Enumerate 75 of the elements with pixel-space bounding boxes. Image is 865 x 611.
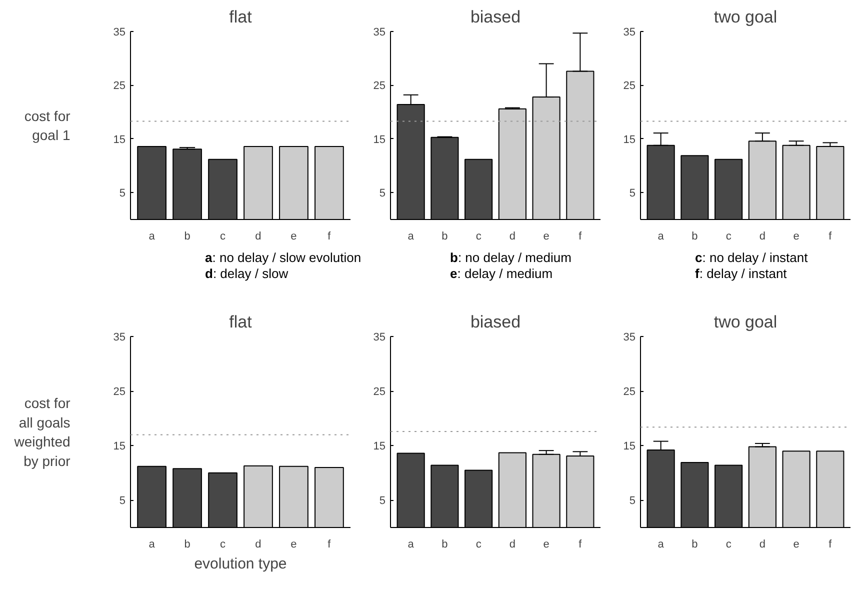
y-tick-label: 5 [119, 495, 126, 508]
y-tick-label: 5 [119, 188, 126, 200]
y-tick-label: 25 [113, 386, 126, 398]
x-tick-label: a [658, 538, 665, 550]
x-tick-label: b [692, 230, 698, 242]
x-tick-label: e [543, 538, 550, 550]
y-tick-label: 35 [623, 332, 636, 344]
y-axis-title: cost for all goals weighted by prior [13, 395, 71, 469]
x-tick-label: c [220, 538, 226, 550]
chart-title: two goal [714, 8, 778, 26]
y-tick-label: 35 [113, 332, 126, 344]
x-tick-label: a [148, 538, 156, 550]
x-tick-label: b [184, 230, 190, 242]
chart-title: two goal [714, 312, 778, 332]
x-tick-label: b [184, 538, 190, 550]
x-tick-label: f [828, 230, 833, 242]
x-tick-label: a [658, 230, 665, 242]
x-tick-label: a [408, 538, 415, 550]
y-tick-label: 15 [623, 134, 636, 146]
y-tick-label: 15 [113, 440, 126, 453]
text: e: delay / medium [450, 266, 554, 282]
y-tick-label: 25 [373, 80, 386, 92]
x-tick-label: e [543, 230, 550, 242]
x-tick-label: b [442, 538, 448, 550]
x-tick-label: f [578, 538, 583, 550]
y-tick-label: 5 [629, 188, 636, 200]
y-tick-label: 25 [623, 386, 636, 398]
y-axis-title: cost for goal 1 [24, 108, 71, 144]
x-tick-label: b [692, 538, 698, 550]
y-tick-label: 5 [379, 495, 386, 508]
x-tick-label: c [476, 230, 482, 242]
x-tick-label: d [759, 538, 766, 550]
y-tick-label: 15 [113, 134, 126, 146]
x-tick-label: e [290, 538, 297, 550]
chart-title: flat [229, 8, 252, 26]
y-tick-label: 15 [373, 134, 386, 146]
x-tick-label: f [328, 538, 332, 550]
x-tick-label: c [476, 538, 482, 550]
x-tick-label: e [793, 230, 800, 242]
y-tick-label: 35 [373, 332, 386, 344]
x-tick-label: d [509, 538, 516, 550]
x-tick-label: f [578, 230, 583, 242]
x-tick-label: c [726, 538, 732, 550]
x-tick-label: d [509, 230, 516, 242]
x-tick-label: c [726, 230, 732, 242]
x-tick-label: f [828, 538, 833, 550]
x-tick-label: b [442, 230, 448, 242]
x-tick-label: d [759, 230, 766, 242]
y-tick-label: 35 [373, 26, 386, 38]
text: a: no delay / slow evolution [205, 250, 362, 266]
x-tick-label: f [328, 230, 332, 242]
y-tick-label: 25 [623, 80, 636, 92]
x-tick-label: e [793, 538, 800, 550]
y-tick-label: 25 [373, 386, 386, 398]
x-axis-title: evolution type [194, 556, 287, 572]
x-tick-label: c [220, 230, 226, 242]
chart-title: biased [470, 312, 521, 332]
chart-title: biased [470, 8, 521, 26]
x-tick-label: d [255, 230, 262, 242]
y-tick-label: 25 [113, 80, 126, 92]
y-tick-label: 5 [379, 188, 386, 200]
y-tick-label: 35 [113, 26, 126, 38]
x-tick-label: d [255, 538, 262, 550]
x-tick-label: a [408, 230, 415, 242]
y-tick-label: 35 [623, 26, 636, 38]
y-tick-label: 5 [629, 495, 636, 508]
text: c: no delay / instant [695, 250, 809, 266]
y-tick-label: 15 [373, 440, 386, 453]
x-tick-label: e [290, 230, 297, 242]
text: d: delay / slow [205, 266, 290, 282]
text: f: delay / instant [695, 266, 788, 282]
chart-title: flat [229, 312, 252, 332]
y-tick-label: 15 [623, 440, 636, 453]
x-tick-label: a [148, 230, 156, 242]
text: b: no delay / medium [450, 250, 572, 266]
